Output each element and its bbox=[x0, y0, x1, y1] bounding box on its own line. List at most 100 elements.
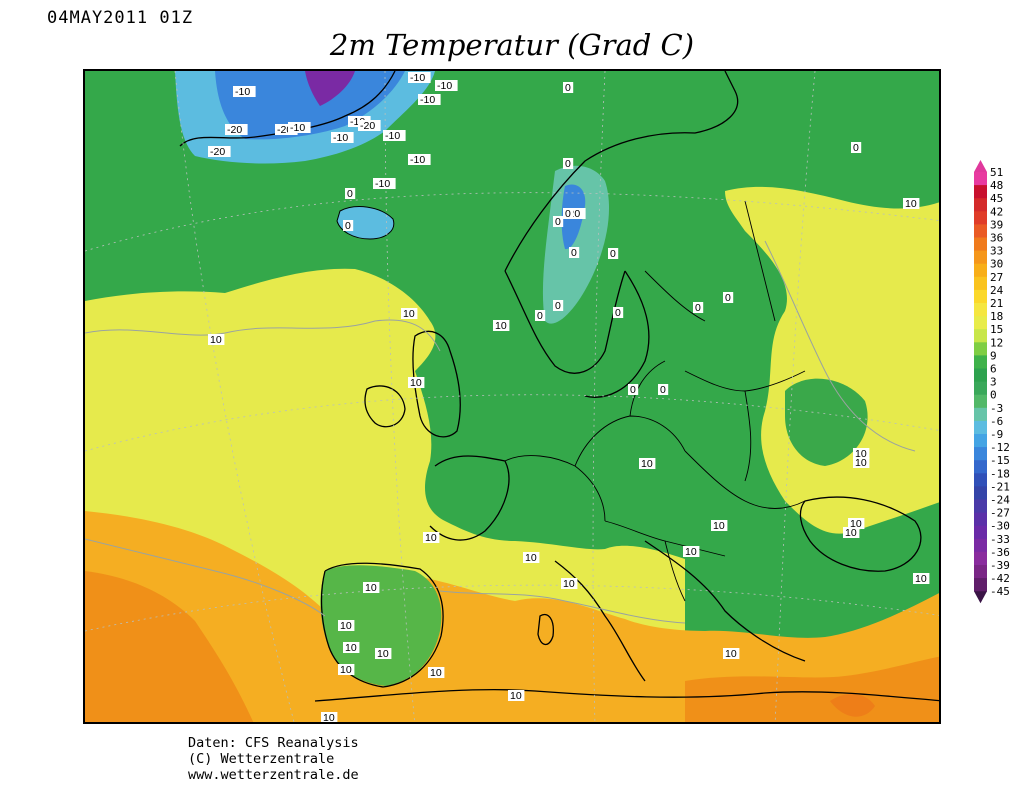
graticule-line-3 bbox=[85, 584, 939, 632]
legend-label: 15 bbox=[990, 323, 1003, 336]
contour-label: 0 bbox=[571, 247, 577, 259]
contour-label-bg bbox=[208, 334, 225, 345]
contour-label-bg bbox=[628, 384, 639, 395]
legend-swatch bbox=[974, 237, 987, 251]
coast-balkans bbox=[644, 540, 806, 662]
color-legend-svg: 51484542393633302724211815129630-3-6-9-1… bbox=[974, 160, 1010, 604]
contour-label-bg bbox=[561, 578, 578, 589]
legend-label: 42 bbox=[990, 205, 1003, 218]
contour-label: -10 bbox=[290, 122, 305, 134]
contour-label: 10 bbox=[685, 546, 697, 558]
legend-swatch bbox=[974, 250, 987, 265]
contour-label: -10 bbox=[437, 80, 452, 92]
legend-swatch bbox=[974, 368, 987, 382]
isotherm-1 bbox=[85, 319, 441, 352]
coast-baltic bbox=[584, 270, 650, 398]
contour-label-bg bbox=[338, 620, 355, 631]
graticule-line-4 bbox=[174, 71, 295, 722]
chart-title-text: 2m Temperatur (Grad C) bbox=[329, 28, 695, 62]
contour-label: 10 bbox=[850, 518, 862, 530]
temperature-map: -10 -10 -10 -10 -10 -20 -20 -20 -10 -20 -10 -10 -10-… bbox=[83, 69, 941, 724]
contour-label-bg bbox=[343, 220, 354, 231]
contour-label: 0 bbox=[610, 248, 616, 260]
contour-label-bg bbox=[553, 300, 564, 311]
contour-label-bg bbox=[208, 146, 231, 157]
legend-label: -18 bbox=[990, 467, 1010, 480]
contour-label-bg bbox=[423, 532, 440, 543]
contour-label-bg bbox=[851, 142, 862, 153]
zone-colder-greenland bbox=[215, 71, 405, 140]
isotherm-3 bbox=[439, 590, 686, 624]
contour-label: 0 bbox=[565, 82, 571, 94]
graticule-line-2 bbox=[85, 394, 939, 452]
contour-label: 0 bbox=[565, 158, 571, 170]
contour-label-bg bbox=[275, 124, 298, 135]
contour-label-bg bbox=[493, 320, 510, 331]
legend-label: 0 bbox=[990, 389, 997, 402]
contour-label-bg bbox=[225, 124, 248, 135]
contour-label: 10 bbox=[345, 642, 357, 654]
legend-arrow-bottom bbox=[974, 591, 987, 604]
zone-coldest-greenland bbox=[305, 71, 355, 106]
legend-swatch bbox=[974, 381, 987, 396]
contour-label-bg bbox=[288, 122, 311, 133]
zone-cold-scandinavia bbox=[542, 165, 610, 324]
legend-label: -36 bbox=[990, 546, 1010, 559]
zone-green-iberia bbox=[320, 565, 442, 686]
border-8 bbox=[744, 390, 752, 482]
temperature-map-svg: -10-10-10-10-10-20-20-20-10 -20-10-10-10-… bbox=[85, 71, 939, 724]
borders bbox=[504, 200, 806, 602]
zone-orange-deep-2 bbox=[685, 656, 939, 722]
contour-label-bg bbox=[723, 292, 734, 303]
legend-label: -30 bbox=[990, 520, 1010, 533]
contour-label-bg bbox=[848, 518, 865, 529]
legend-swatch bbox=[974, 551, 987, 566]
contour-label: -10 bbox=[385, 130, 400, 142]
contour-label-bg bbox=[711, 520, 728, 531]
legend-swatch bbox=[974, 224, 987, 238]
contour-label: 10 bbox=[915, 573, 927, 585]
coast-africa bbox=[314, 688, 939, 702]
contour-label: 0 bbox=[853, 142, 859, 154]
contour-label: 10 bbox=[641, 458, 653, 470]
legend-label: 30 bbox=[990, 258, 1003, 271]
legend-swatch bbox=[974, 407, 987, 422]
contour-label: 10 bbox=[855, 448, 867, 460]
legend-swatch bbox=[974, 486, 987, 500]
legend-swatch bbox=[974, 460, 987, 474]
legend-label: 9 bbox=[990, 349, 997, 362]
legend-label: 3 bbox=[990, 376, 997, 389]
contour-label: 0 bbox=[537, 310, 543, 322]
zone-orange-south bbox=[85, 511, 939, 722]
contour-label: -10 bbox=[410, 154, 425, 166]
graticule-line-5 bbox=[384, 71, 416, 722]
contour-label: 10 bbox=[430, 667, 442, 679]
border-6 bbox=[664, 540, 686, 602]
legend-label: -3 bbox=[990, 402, 1003, 415]
contour-label: 10 bbox=[323, 712, 335, 724]
contour-label-bg bbox=[375, 648, 392, 659]
contour-label: -10 bbox=[375, 178, 390, 190]
legend-label: 27 bbox=[990, 271, 1003, 284]
legend-label: 39 bbox=[990, 218, 1003, 231]
contour-label: -20 bbox=[210, 146, 225, 158]
contour-label: 10 bbox=[340, 664, 352, 676]
legend-swatch bbox=[974, 316, 987, 330]
legend-label: -45 bbox=[990, 585, 1010, 598]
contour-label-bg bbox=[913, 573, 930, 584]
legend-swatch bbox=[974, 198, 987, 212]
legend-swatch bbox=[974, 211, 987, 225]
legend-swatch bbox=[974, 289, 987, 304]
contour-label-bg bbox=[428, 667, 445, 678]
contour-label: -10 bbox=[235, 86, 250, 98]
legend-label: -12 bbox=[990, 441, 1010, 454]
zone-orange-deep-3 bbox=[830, 694, 875, 717]
contour-label: 10 bbox=[525, 552, 537, 564]
legend-label: 24 bbox=[990, 284, 1004, 297]
contour-label-bg bbox=[435, 80, 458, 91]
contour-label: 0 bbox=[660, 384, 666, 396]
contour-label: 10 bbox=[563, 578, 575, 590]
legend-label: -6 bbox=[990, 415, 1003, 428]
coast-sardinia bbox=[537, 613, 554, 646]
contour-label-bg bbox=[903, 198, 920, 209]
